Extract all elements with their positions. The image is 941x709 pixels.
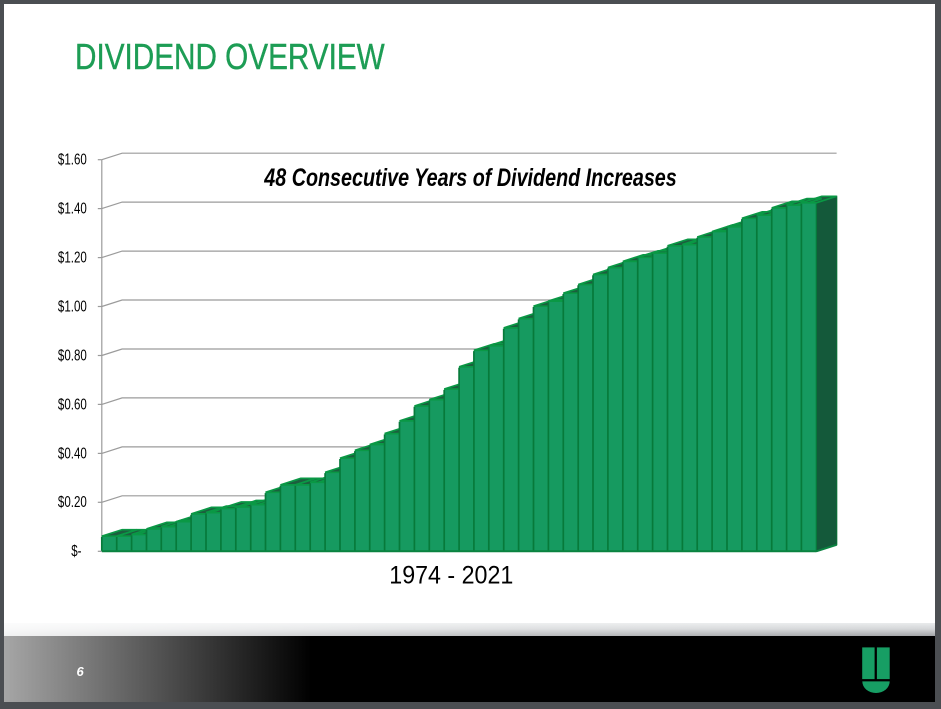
svg-text:$0.40: $0.40 <box>58 445 87 462</box>
svg-text:48 Consecutive Years of Divide: 48 Consecutive Years of Dividend Increas… <box>263 164 676 192</box>
svg-text:$0.60: $0.60 <box>58 396 87 413</box>
svg-text:$0.20: $0.20 <box>58 494 87 511</box>
svg-text:$1.60: $1.60 <box>58 151 87 168</box>
svg-text:$1.00: $1.00 <box>58 298 87 315</box>
svg-text:$1.20: $1.20 <box>58 249 87 266</box>
svg-text:$-: $- <box>71 543 81 560</box>
svg-text:$1.40: $1.40 <box>58 200 87 217</box>
svg-text:$0.80: $0.80 <box>58 347 87 364</box>
svg-text:1974 - 2021: 1974 - 2021 <box>389 562 513 590</box>
